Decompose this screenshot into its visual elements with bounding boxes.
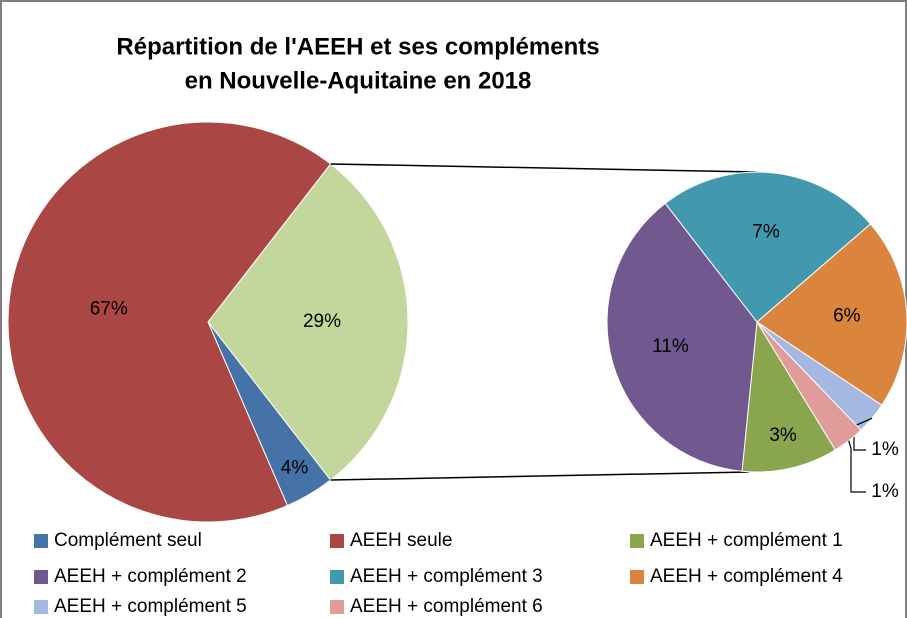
connector-line (330, 163, 758, 173)
data-label: 11% (652, 336, 689, 357)
legend-label: AEEH seule (350, 530, 452, 551)
connector-line (330, 471, 750, 481)
legend-swatch (330, 600, 344, 614)
chart-title: Répartition de l'AEEH et ses compléments (116, 33, 599, 60)
leader-line (853, 417, 873, 451)
data-label: 7% (752, 221, 780, 242)
legend-swatch (34, 570, 48, 584)
pie-slice (664, 171, 872, 323)
data-label: 1% (871, 439, 899, 460)
legend-label: AEEH + complément 2 (54, 566, 247, 587)
data-label: 4% (281, 457, 309, 478)
legend-swatch (330, 534, 344, 548)
pie-slice (7, 121, 332, 523)
chart-title: en Nouvelle-Aquitaine en 2018 (185, 67, 532, 94)
data-label: 1% (871, 481, 899, 502)
pie-slice (606, 202, 758, 472)
legend-label: AEEH + complément 5 (54, 596, 247, 617)
legend-label: AEEH + complément 4 (650, 566, 843, 587)
leader-line (848, 440, 866, 493)
legend-label: AEEH + complément 1 (650, 530, 843, 551)
legend-swatch (630, 570, 644, 584)
legend-swatch (34, 534, 48, 548)
data-label: 6% (833, 305, 861, 326)
legend-swatch (630, 534, 644, 548)
legend-swatch (34, 600, 48, 614)
legend-label: AEEH + complément 6 (350, 596, 543, 617)
legend-swatch (330, 570, 344, 584)
legend-label: AEEH + complément 3 (350, 566, 543, 587)
pie-slice (741, 320, 837, 473)
legend-label: Complément seul (54, 530, 202, 551)
data-label: 29% (303, 311, 341, 332)
pie-slice (207, 163, 409, 481)
data-label: 3% (769, 425, 797, 446)
data-label: 67% (90, 298, 128, 319)
